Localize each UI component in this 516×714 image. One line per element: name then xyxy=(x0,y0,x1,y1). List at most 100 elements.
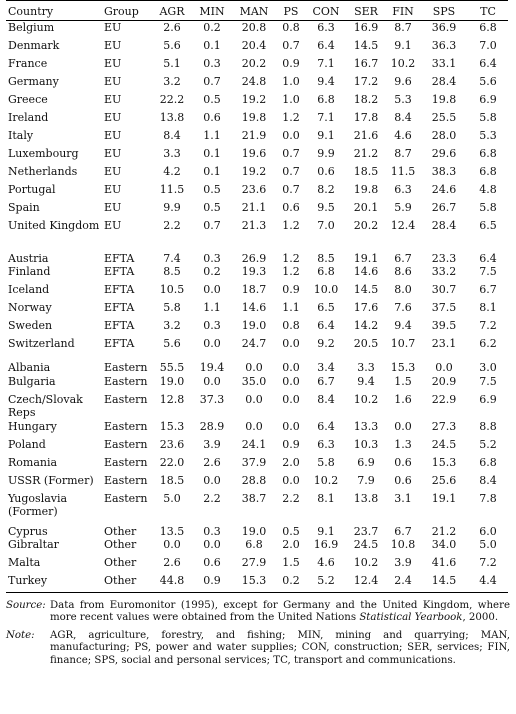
value-cell: 0.0 xyxy=(282,419,300,433)
value-cell: 19.1 xyxy=(353,251,379,265)
value-cell: 28.4 xyxy=(431,74,457,88)
value-cell: 12.4 xyxy=(390,218,416,232)
country-cell: Norway xyxy=(8,301,52,314)
value-cell: 8.4 xyxy=(394,110,412,124)
value-cell: 3.3 xyxy=(163,146,181,160)
value-cell: 19.0 xyxy=(241,524,267,538)
value-cell: 18.7 xyxy=(241,283,267,296)
value-cell: 2.6 xyxy=(203,455,221,469)
value-cell: 13.3 xyxy=(353,419,379,433)
value-cell: 18.5 xyxy=(353,164,379,178)
value-cell: 33.2 xyxy=(431,265,457,278)
value-cell: 0.0 xyxy=(203,337,221,350)
column-header: TC xyxy=(480,5,496,18)
group-cell: Other xyxy=(104,574,137,587)
country-cell: Sweden xyxy=(8,319,53,332)
group-cell: EU xyxy=(104,146,122,160)
table-row: Yugoslavia (Former) Eastern 5.0 2.2 38.7 2.2 8… xyxy=(6,492,508,519)
value-cell: 9.1 xyxy=(317,128,335,142)
value-cell: 6.9 xyxy=(479,92,497,106)
value-cell: 6.5 xyxy=(317,301,335,314)
value-cell: 0.0 xyxy=(245,392,263,406)
value-cell: 27.9 xyxy=(241,556,267,569)
value-cell: 21.6 xyxy=(353,128,379,142)
value-cell: 5.3 xyxy=(394,92,412,106)
value-cell: 0.0 xyxy=(245,361,263,374)
group-cell: EFTA xyxy=(104,301,135,314)
value-cell: 23.3 xyxy=(431,251,457,265)
value-cell: 12.4 xyxy=(353,574,379,587)
value-cell: 19.3 xyxy=(241,265,267,278)
group-cell: EU xyxy=(104,128,122,142)
value-cell: 13.8 xyxy=(353,491,379,505)
value-cell: 20.1 xyxy=(353,200,379,214)
value-cell: 28.9 xyxy=(199,419,225,433)
table-row: Romania Eastern 22.0 2.6 37.9 2.0 5.8 6.9 0.6 15.… xyxy=(6,456,508,474)
value-cell: 0.0 xyxy=(203,283,221,296)
value-cell: 9.4 xyxy=(357,374,375,388)
country-cell: Cyprus xyxy=(8,524,48,538)
value-cell: 6.5 xyxy=(479,218,497,232)
value-cell: 0.0 xyxy=(282,361,300,374)
value-cell: 10.2 xyxy=(353,556,379,569)
value-cell: 34.0 xyxy=(431,538,457,551)
value-cell: 2.0 xyxy=(282,455,300,469)
value-cell: 5.2 xyxy=(317,574,335,587)
value-cell: 0.6 xyxy=(203,110,221,124)
value-cell: 2.4 xyxy=(394,574,412,587)
value-cell: 38.7 xyxy=(241,491,267,505)
value-cell: 3.0 xyxy=(479,361,497,374)
value-cell: 17.8 xyxy=(353,110,379,124)
value-cell: 2.2 xyxy=(163,218,181,232)
table-row: Cyprus Other 13.5 0.3 19.0 0.5 9.1 23.7 6.7 21.2 6… xyxy=(6,519,508,539)
value-cell: 18.2 xyxy=(353,92,379,106)
value-cell: 3.9 xyxy=(203,437,221,451)
table-row: Czech/Slovak Reps Eastern 12.8 37.3 0.0 0.0 8.… xyxy=(6,393,508,420)
value-cell: 33.1 xyxy=(431,56,457,70)
value-cell: 19.8 xyxy=(431,92,457,106)
value-cell: 7.0 xyxy=(479,38,497,52)
value-cell: 8.5 xyxy=(163,265,181,278)
value-cell: 22.9 xyxy=(431,392,457,406)
value-cell: 0.5 xyxy=(203,92,221,106)
group-cell: Eastern xyxy=(104,491,148,505)
source-note: Source: Data from Euromonitor (1995), ex… xyxy=(6,600,510,625)
value-cell: 0.5 xyxy=(282,524,300,538)
value-cell: 2.6 xyxy=(163,21,181,34)
value-cell: 0.6 xyxy=(203,556,221,569)
value-cell: 15.3 xyxy=(390,361,416,374)
value-cell: 0.2 xyxy=(203,21,221,34)
value-cell: 7.4 xyxy=(163,251,181,265)
group-cell: EU xyxy=(104,56,122,70)
value-cell: 2.2 xyxy=(203,491,221,505)
source-label: Source: xyxy=(6,599,46,611)
value-cell: 1.1 xyxy=(282,301,300,314)
value-cell: 19.8 xyxy=(241,110,267,124)
table-row: Switzerland EFTA 5.6 0.0 24.7 0.0 9.2 20.5 10.7 2… xyxy=(6,337,508,355)
group-cell: EU xyxy=(104,200,122,214)
value-cell: 1.0 xyxy=(282,92,300,106)
value-cell: 0.7 xyxy=(282,182,300,196)
value-cell: 10.8 xyxy=(390,538,416,551)
country-cell: Hungary xyxy=(8,419,57,433)
value-cell: 21.3 xyxy=(241,218,267,232)
table-row: Belgium EU 2.6 0.2 20.8 0.8 6.3 16.9 8.7 36.9 6.8 xyxy=(6,21,508,39)
value-cell: 8.0 xyxy=(394,283,412,296)
value-cell: 28.4 xyxy=(431,218,457,232)
value-cell: 8.1 xyxy=(479,301,497,314)
column-header: CON xyxy=(312,5,340,18)
value-cell: 7.9 xyxy=(357,473,375,487)
value-cell: 20.2 xyxy=(241,56,267,70)
group-cell: EU xyxy=(104,164,122,178)
value-cell: 8.5 xyxy=(317,251,335,265)
value-cell: 10.0 xyxy=(313,283,339,296)
value-cell: 9.5 xyxy=(317,200,335,214)
value-cell: 21.1 xyxy=(241,200,267,214)
value-cell: 3.1 xyxy=(394,491,412,505)
value-cell: 19.0 xyxy=(159,374,185,388)
group-cell: EU xyxy=(104,218,122,232)
value-cell: 9.4 xyxy=(394,319,412,332)
value-cell: 19.4 xyxy=(199,361,225,374)
value-cell: 8.4 xyxy=(479,473,497,487)
value-cell: 2.6 xyxy=(163,556,181,569)
